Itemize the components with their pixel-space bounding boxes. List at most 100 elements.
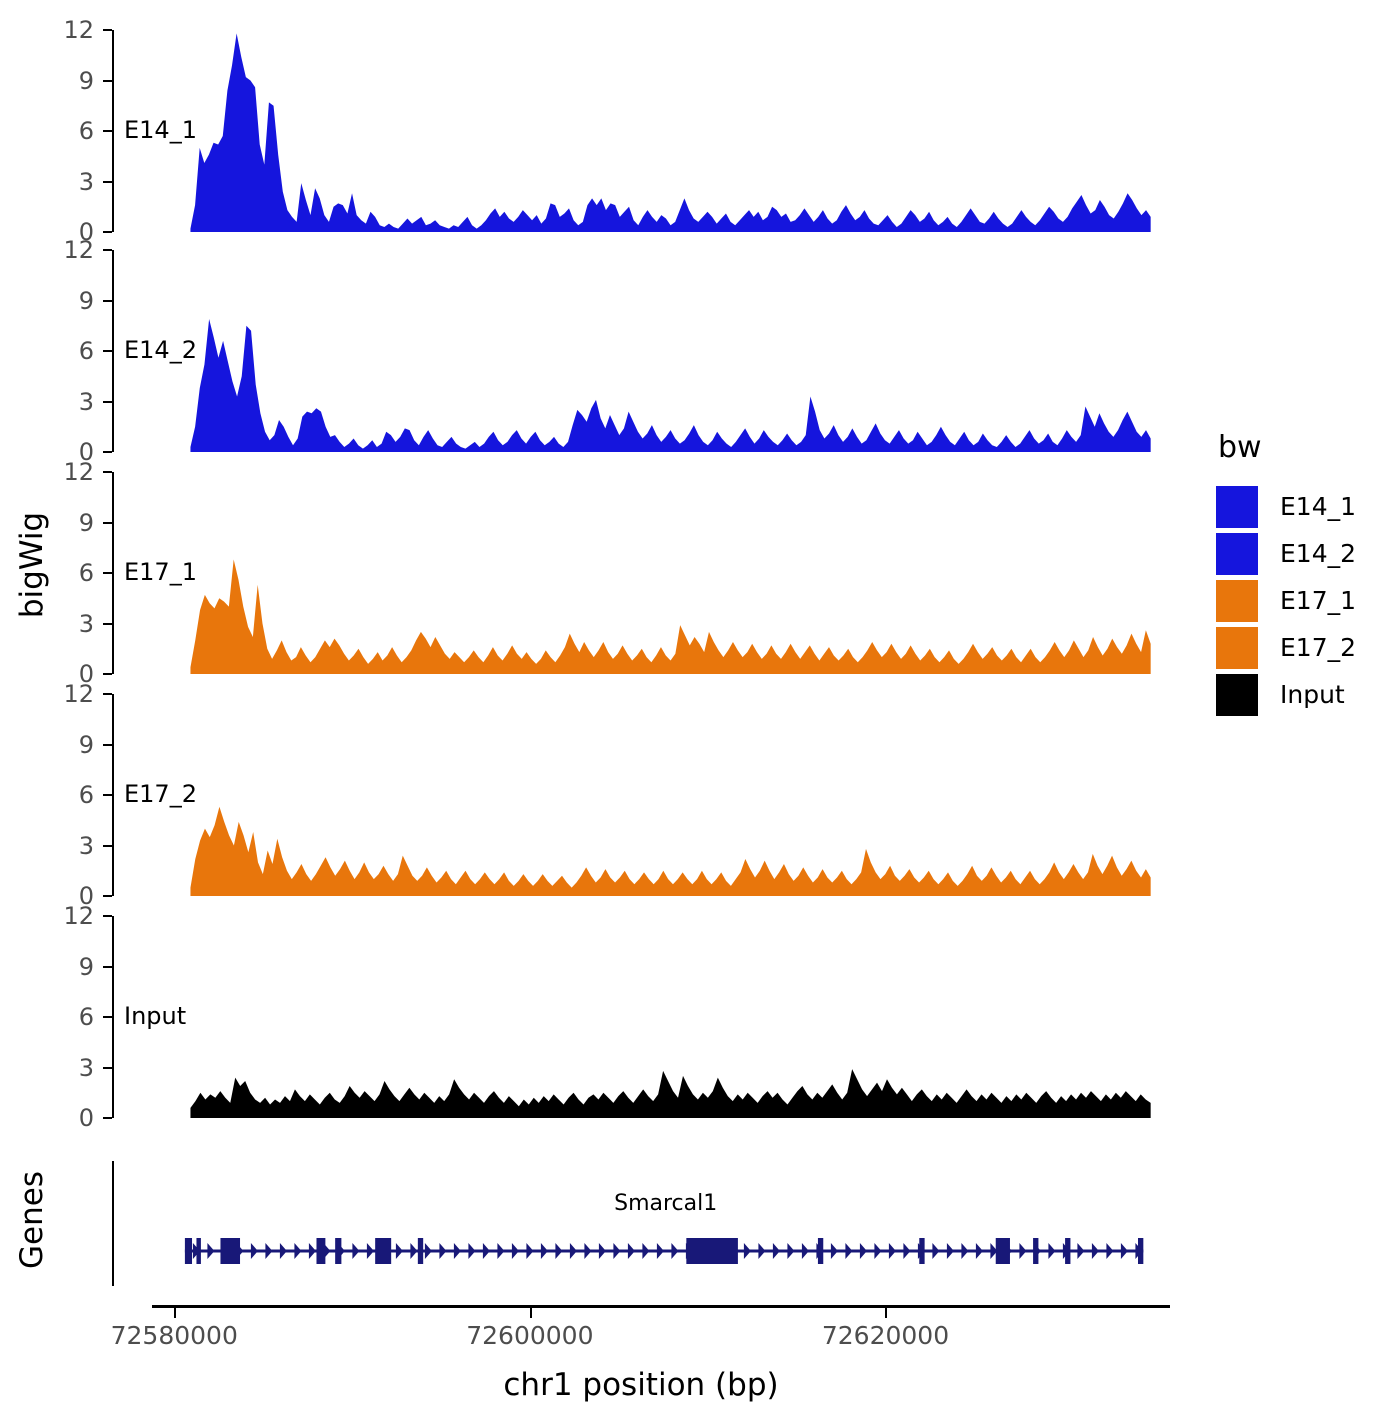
y-axis-line (112, 916, 114, 1118)
y-axis-line (112, 250, 114, 452)
y-tick-label: 6 (78, 337, 94, 365)
y-tick (103, 521, 112, 524)
y-tick (103, 350, 112, 352)
legend-color-swatch (1216, 673, 1258, 716)
legend: bw E14_1 E14_2 E17_1 E17_2 Input (1216, 430, 1396, 718)
y-tick-label: 12 (63, 458, 94, 486)
x-tick (529, 1308, 532, 1318)
track-name-e17_1: E17_1 (124, 558, 197, 586)
x-axis-title: chr1 position (bp) (503, 1367, 779, 1403)
legend-color-swatch (1216, 626, 1258, 669)
y-tick-label: 6 (78, 559, 94, 587)
legend-item-e17_2[interactable]: E17_2 (1216, 624, 1396, 671)
y-tick-label: 0 (78, 660, 94, 688)
legend-item-label: E14_2 (1280, 539, 1357, 568)
legend-item-label: E17_2 (1280, 633, 1357, 662)
y-tick-label: 0 (78, 882, 94, 910)
track-panel-e14_1: 0 3 6 9 12 E14_1 (63, 18, 1172, 244)
y-tick (103, 1117, 112, 1119)
legend-title: bw (1218, 430, 1262, 465)
y-axis-line (112, 472, 114, 674)
y-tick (103, 915, 112, 917)
gene-axis-line (112, 1161, 114, 1286)
track-panel-e14_2: 0 3 6 9 12 E14_2 (63, 238, 1172, 464)
track-name-e17_2: E17_2 (124, 780, 197, 808)
y-tick-label: 6 (78, 781, 94, 809)
y-axis-line (112, 694, 114, 896)
legend-color-swatch (1216, 532, 1258, 575)
y-tick (103, 1066, 112, 1069)
y-tick (103, 231, 112, 233)
y-tick (103, 743, 112, 746)
wiggle-area-e17_1[interactable] (114, 472, 1172, 674)
y-tick (103, 29, 112, 31)
y-tick-label: 9 (78, 952, 94, 981)
x-tick (174, 1308, 177, 1318)
y-tick-label: 0 (78, 438, 94, 466)
track-panel-e17_1: 0 3 6 9 12 E17_1 (63, 460, 1172, 686)
y-tick (103, 299, 112, 302)
y-tick-label: 6 (78, 1003, 94, 1031)
y-tick (103, 895, 112, 897)
x-tick (885, 1308, 888, 1318)
y-tick-label: 12 (63, 16, 94, 44)
y-tick-label: 0 (78, 218, 94, 246)
legend-item-label: E14_1 (1280, 492, 1357, 521)
legend-item-e14_2[interactable]: E14_2 (1216, 530, 1396, 577)
y-tick (103, 794, 112, 796)
legend-item-label: E17_1 (1280, 586, 1357, 615)
wiggle-area-e14_1[interactable] (114, 30, 1172, 232)
track-name-e14_2: E14_2 (124, 336, 197, 364)
gene-track-panel: Smarcal1 (112, 1155, 1172, 1295)
legend-items: E14_1 E14_2 E17_1 E17_2 Input (1216, 483, 1396, 718)
track-name-input: Input (124, 1002, 187, 1030)
y-tick (103, 249, 112, 251)
y-tick-label: 12 (63, 680, 94, 708)
y-tick-label: 12 (63, 236, 94, 264)
y-tick-label: 3 (78, 387, 94, 416)
y-tick-label: 9 (78, 730, 94, 759)
wiggle-area-e14_2[interactable] (114, 250, 1172, 452)
legend-color-swatch (1216, 485, 1258, 528)
wiggle-area-input[interactable] (114, 916, 1172, 1118)
y-tick (103, 844, 112, 847)
y-tick-label: 3 (78, 1053, 94, 1082)
y-tick (103, 79, 112, 82)
gene-model[interactable] (112, 1155, 1172, 1295)
y-tick (103, 400, 112, 403)
y-tick-label: 6 (78, 117, 94, 145)
y-axis-line (112, 30, 114, 232)
track-panel-e17_2: 0 3 6 9 12 E17_2 (63, 682, 1172, 908)
x-axis-line (152, 1305, 1170, 1308)
legend-item-input[interactable]: Input (1216, 671, 1396, 718)
y-tick-label: 12 (63, 902, 94, 930)
track-panel-input: 0 3 6 9 12 Input (63, 904, 1172, 1130)
y-tick-label: 3 (78, 609, 94, 638)
y-tick (103, 451, 112, 453)
x-tick-label: 72580000 (110, 1321, 238, 1350)
gene-label: Smarcal1 (614, 1191, 718, 1216)
y-tick (103, 471, 112, 473)
x-tick-label: 72600000 (466, 1321, 594, 1350)
y-tick-label: 3 (78, 167, 94, 196)
y-tick (103, 693, 112, 695)
y-tick-label: 9 (78, 508, 94, 537)
y-tick (103, 622, 112, 625)
y-tick (103, 673, 112, 675)
y-tick-label: 9 (78, 286, 94, 315)
legend-item-label: Input (1280, 680, 1345, 709)
y-tick (103, 1016, 112, 1018)
y-tick (103, 965, 112, 968)
wiggle-area-e17_2[interactable] (114, 694, 1172, 896)
track-name-e14_1: E14_1 (124, 116, 197, 144)
legend-color-swatch (1216, 579, 1258, 622)
legend-item-e17_1[interactable]: E17_1 (1216, 577, 1396, 624)
genes-axis-title: Genes (14, 1171, 50, 1269)
legend-item-e14_1[interactable]: E14_1 (1216, 483, 1396, 530)
y-tick-label: 3 (78, 831, 94, 860)
y-tick-label: 9 (78, 66, 94, 95)
y-tick-label: 0 (78, 1104, 94, 1132)
y-tick (103, 572, 112, 574)
y-tick (103, 130, 112, 132)
y-tick (103, 180, 112, 183)
